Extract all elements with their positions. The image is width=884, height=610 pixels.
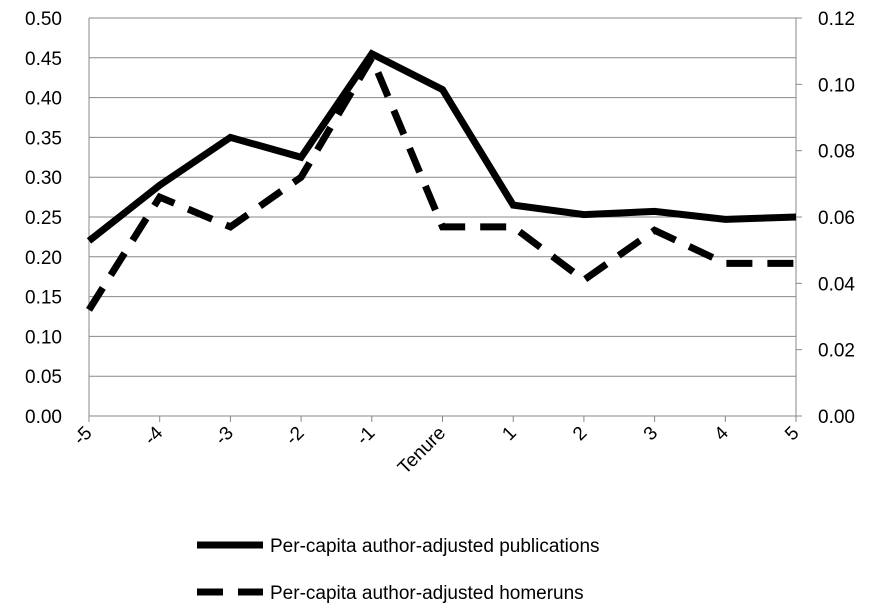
y-left-tick-label: 0.10	[25, 327, 62, 348]
y-right-tick-label: 0.10	[818, 75, 855, 96]
y-left-tick-label: 0.35	[25, 128, 62, 149]
y-left-tick-label: 0.00	[25, 407, 62, 428]
x-tick-label: -1	[353, 423, 380, 450]
y-left-tick-label: 0.45	[25, 49, 62, 70]
y-right-tick-label: 0.02	[818, 341, 855, 362]
legend-label-publications: Per-capita author-adjusted publications	[270, 536, 600, 557]
y-left-tick-label: 0.30	[25, 168, 62, 189]
y-left-tick-label: 0.50	[25, 9, 62, 30]
axes: 0.00 0.05 0.10 0.15 0.20 0.25 0.30 0.35 0.40 0.45…	[25, 9, 855, 479]
y-right-tick-label: 0.00	[818, 407, 855, 428]
x-tick-label: -2	[282, 423, 309, 450]
x-tick-label: -3	[211, 423, 238, 450]
y-left-tick-label: 0.05	[25, 367, 62, 388]
x-tick-label: 5	[781, 423, 803, 445]
y-right-tick-label: 0.08	[818, 142, 855, 163]
x-tick-label: Tenure	[394, 423, 450, 479]
y-left-tick-label: 0.40	[25, 89, 62, 110]
y-left-tick-label: 0.20	[25, 248, 62, 269]
y-left-tick-label: 0.25	[25, 208, 62, 229]
x-tick-label: 2	[569, 423, 591, 445]
legend: Per-capita author-adjusted publications P…	[197, 536, 600, 604]
series-line-publications	[86, 49, 797, 244]
x-tick-label: -4	[140, 422, 167, 449]
x-tick-label: 4	[711, 422, 734, 445]
y-left-tick-label: 0.15	[25, 288, 62, 309]
y-right-tick-label: 0.06	[818, 208, 855, 229]
x-tick-label: -5	[70, 423, 97, 450]
y-right-tick-label: 0.04	[818, 274, 855, 295]
series-lines	[86, 49, 797, 312]
series-line-homeruns	[86, 50, 796, 312]
x-tick-label: 3	[640, 423, 662, 445]
legend-label-homeruns: Per-capita author-adjusted homeruns	[270, 583, 584, 604]
y-right-tick-label: 0.12	[818, 9, 855, 30]
gridlines	[89, 17, 796, 377]
x-tick-label: 1	[498, 423, 520, 445]
